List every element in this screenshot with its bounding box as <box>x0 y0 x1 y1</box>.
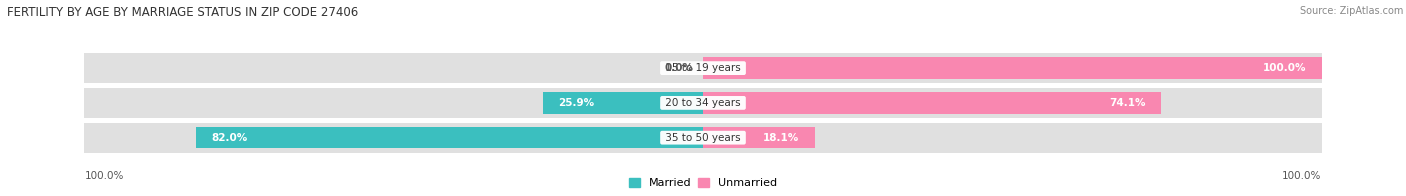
Text: 100.0%: 100.0% <box>1282 171 1322 181</box>
Text: 100.0%: 100.0% <box>1263 63 1306 73</box>
Bar <box>84 88 1322 118</box>
Bar <box>703 92 1161 114</box>
Text: 74.1%: 74.1% <box>1109 98 1146 108</box>
Text: 0.0%: 0.0% <box>665 63 693 73</box>
Bar <box>84 122 1322 153</box>
Bar <box>703 57 1322 79</box>
Bar <box>703 127 815 148</box>
Text: 25.9%: 25.9% <box>558 98 595 108</box>
Text: 100.0%: 100.0% <box>84 171 124 181</box>
Bar <box>195 127 703 148</box>
Text: Source: ZipAtlas.com: Source: ZipAtlas.com <box>1299 6 1403 16</box>
Text: 18.1%: 18.1% <box>763 133 800 143</box>
Bar <box>543 92 703 114</box>
Text: 82.0%: 82.0% <box>211 133 247 143</box>
Text: 35 to 50 years: 35 to 50 years <box>662 133 744 143</box>
Bar <box>84 53 1322 83</box>
Text: FERTILITY BY AGE BY MARRIAGE STATUS IN ZIP CODE 27406: FERTILITY BY AGE BY MARRIAGE STATUS IN Z… <box>7 6 359 19</box>
Text: 15 to 19 years: 15 to 19 years <box>662 63 744 73</box>
Text: 20 to 34 years: 20 to 34 years <box>662 98 744 108</box>
Legend: Married, Unmarried: Married, Unmarried <box>628 178 778 189</box>
